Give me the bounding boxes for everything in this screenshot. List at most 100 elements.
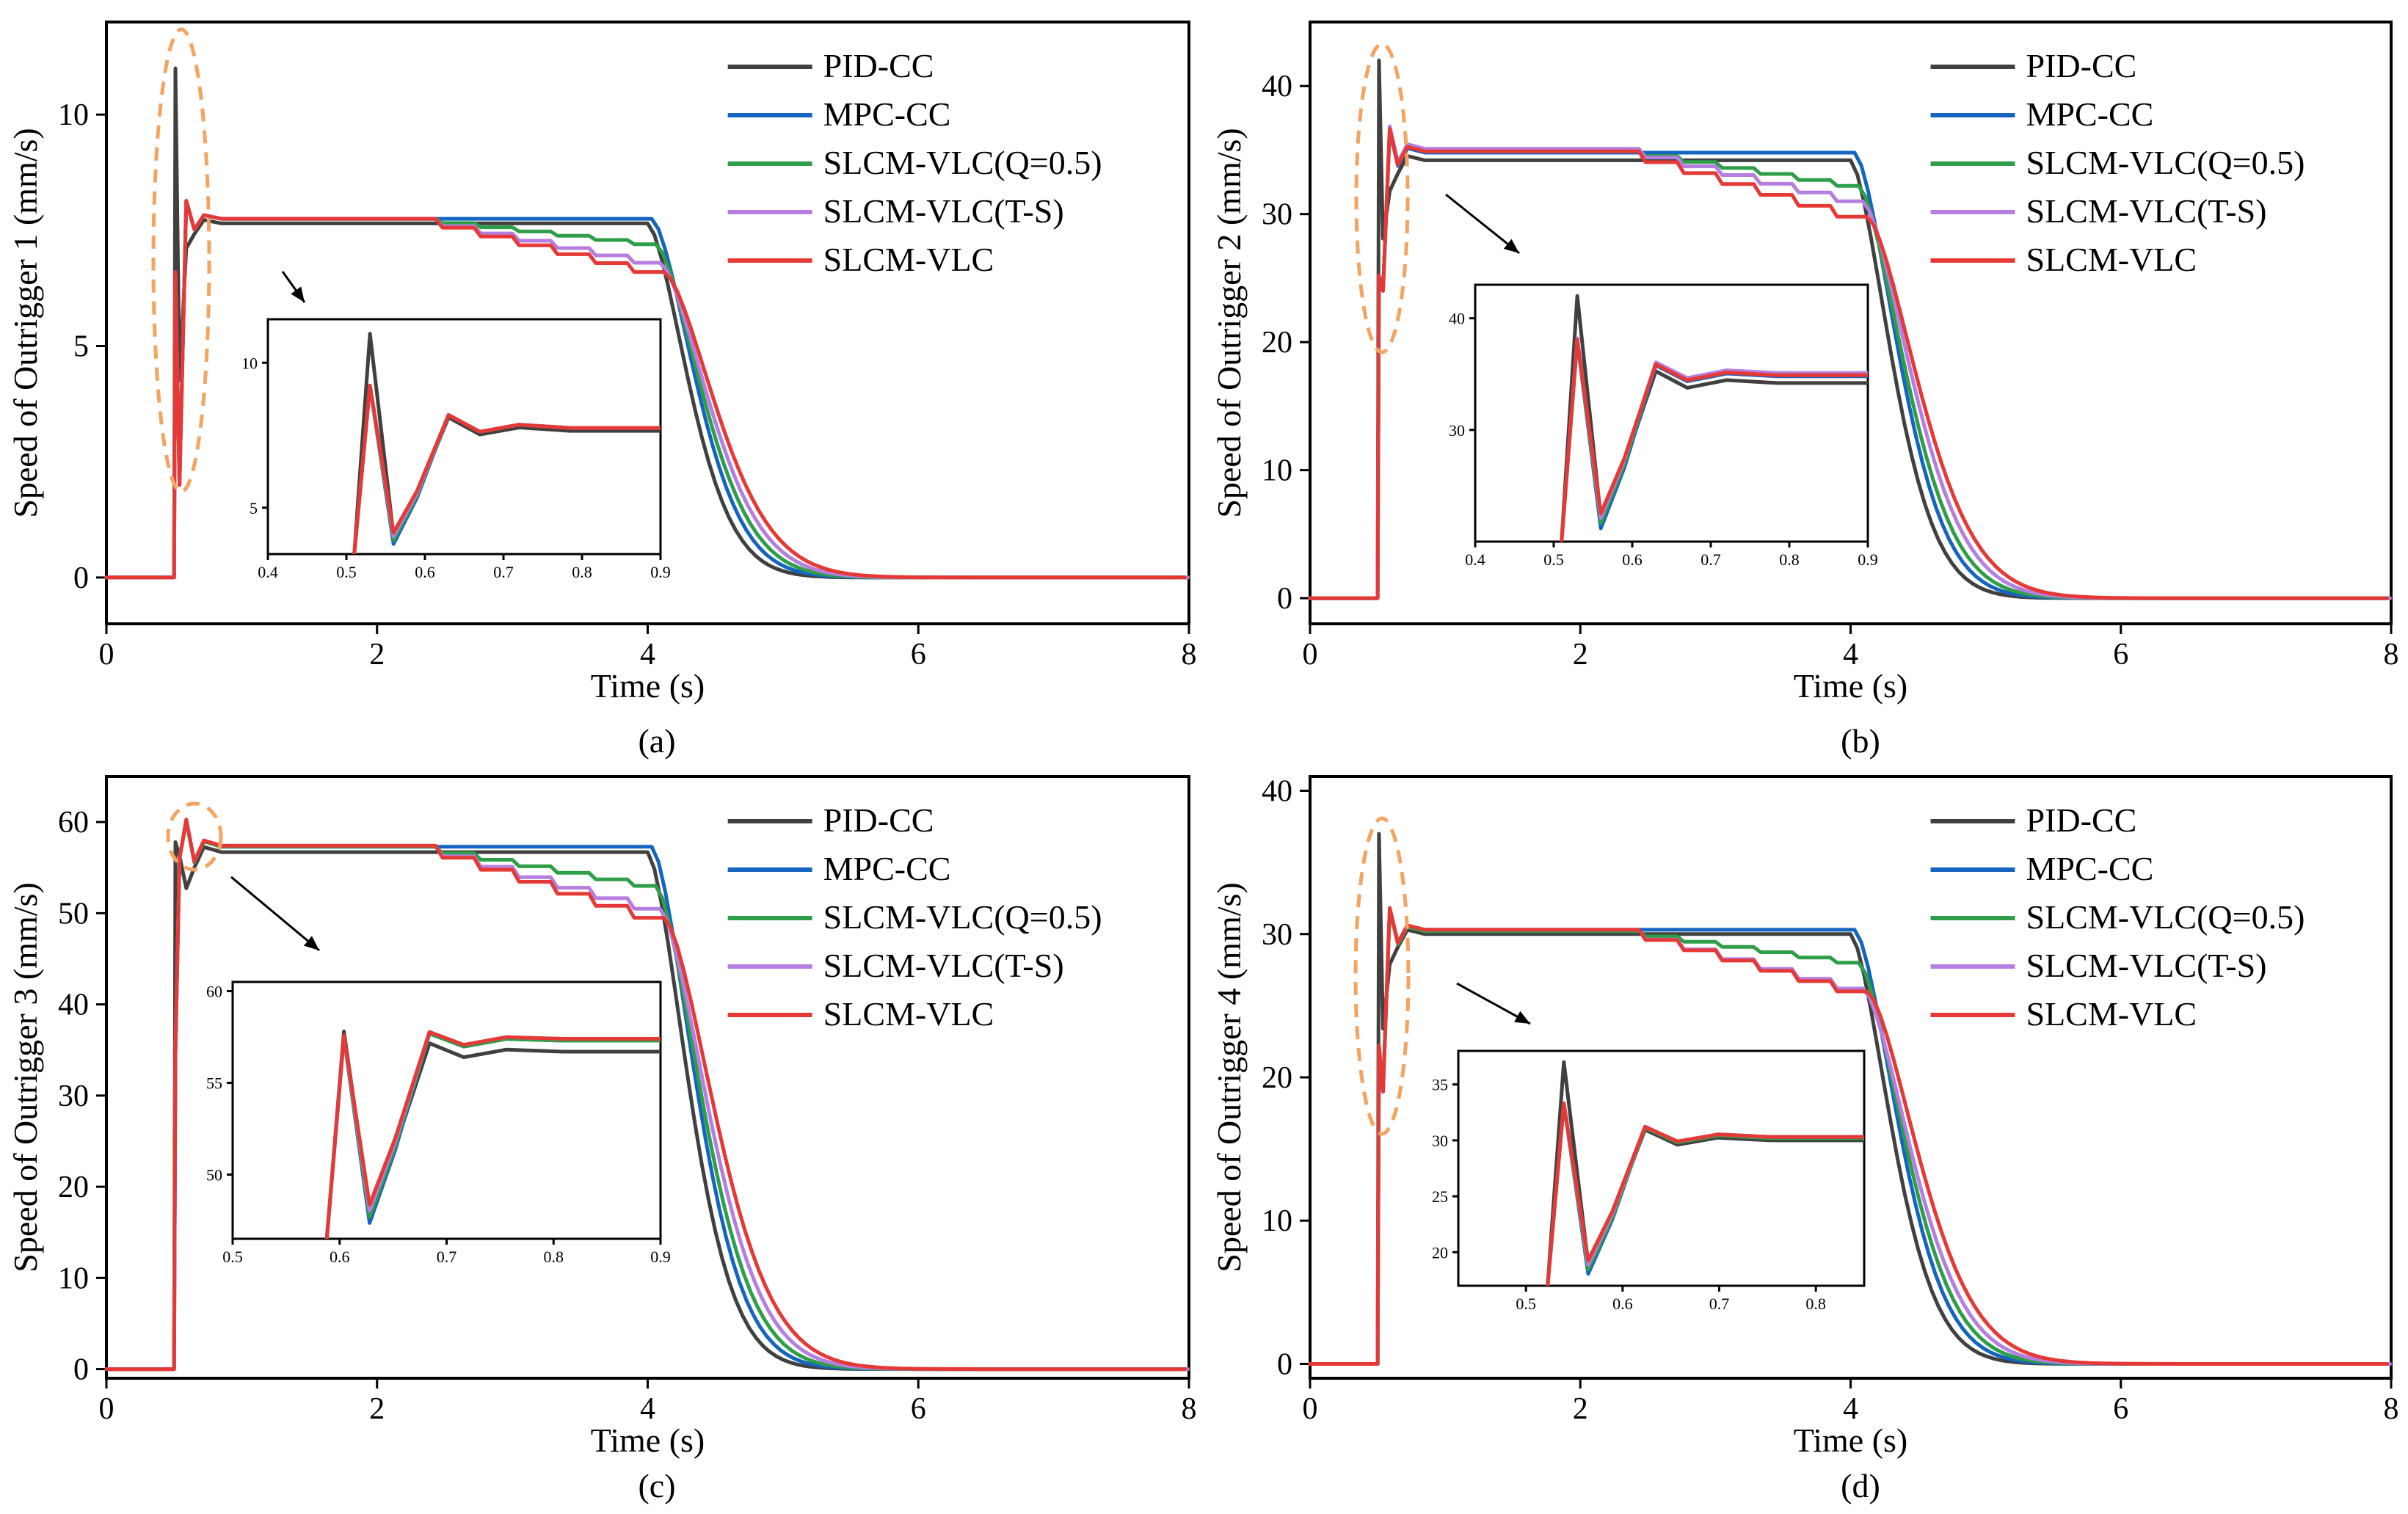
y-axis-title: Speed of Outrigger 4 (mm/s) (1210, 882, 1248, 1272)
legend-label: SLCM-VLC (2026, 995, 2197, 1033)
inset-x-tick-label: 0.6 (1622, 550, 1643, 569)
x-tick-label: 8 (2384, 638, 2399, 672)
y-tick-label: 10 (1262, 454, 1292, 488)
legend-label: SLCM-VLC(T-S) (823, 192, 1064, 230)
legend-label: MPC-CC (2026, 850, 2154, 887)
chart-panel-4: 0 2 4 6 8 0 10 20 30 40 Time (s) Speed of Outrigger… (1210, 775, 2399, 1504)
chart-panel-3: 0 2 4 6 8 0 10 20 30 40 50 60 Time (s) Speed of Outri… (7, 775, 1197, 1504)
y-tick-label: 5 (73, 330, 89, 364)
inset-series-line-slcm-vlc (352, 383, 661, 554)
inset-x-tick-label: 0.5 (1516, 1295, 1536, 1313)
y-tick-label: 10 (1262, 1204, 1292, 1238)
legend-label: PID-CC (823, 47, 934, 84)
x-axis-title: Time (s) (1794, 1422, 1908, 1459)
zoom-highlight-ellipse (1353, 816, 1411, 1136)
x-tick-label: 4 (1843, 1392, 1858, 1426)
inset-x-tick-label: 0.5 (222, 1248, 243, 1266)
zoom-arrow-head (291, 286, 305, 302)
y-tick-label: 10 (58, 98, 89, 132)
legend-label: SLCM-VLC(T-S) (2026, 192, 2267, 230)
y-tick-label: 40 (1262, 775, 1292, 809)
zoom-arrow-head (303, 936, 319, 950)
inset-x-tick-label: 0.8 (1805, 1295, 1826, 1313)
y-tick-label: 0 (73, 1353, 89, 1387)
x-tick-label: 6 (911, 1392, 926, 1426)
x-tick-label: 4 (640, 638, 655, 672)
x-tick-label: 4 (1843, 638, 1858, 672)
inset-x-tick-label: 0.5 (1543, 550, 1564, 569)
inset-y-tick-label: 30 (1449, 421, 1465, 440)
y-axis-title: Speed of Outrigger 1 (mm/s) (7, 128, 44, 517)
zoom-arrow (1445, 193, 1520, 255)
legend: PID-CC MPC-CC SLCM-VLC(Q=0.5) SLCM-VLC(T-S)… (727, 47, 1102, 278)
x-axis-title: Time (s) (591, 667, 705, 705)
inset-x-tick-label: 0.8 (572, 563, 592, 581)
x-tick-label: 8 (1182, 638, 1197, 672)
legend-label: SLCM-VLC(T-S) (2026, 947, 2267, 984)
inset-x-tick-label: 0.9 (1858, 550, 1878, 569)
x-tick-label: 2 (1573, 638, 1588, 672)
legend-label: MPC-CC (823, 850, 951, 887)
x-tick-label: 0 (1303, 638, 1318, 672)
legend-label: SLCM-VLC(Q=0.5) (823, 144, 1102, 181)
chart-panel-2: 0 2 4 6 8 0 10 20 30 40 Time (s) Speed of Outrigger… (1210, 21, 2399, 760)
x-tick-label: 6 (2113, 638, 2128, 672)
inset-panel: 0.4 0.5 0.6 0.7 0.8 0.9 5 10 (241, 318, 671, 581)
x-axis-title: Time (s) (591, 1422, 705, 1459)
inset-x-tick-label: 0.5 (336, 563, 357, 581)
panel-caption: (d) (1841, 1467, 1880, 1504)
x-tick-label: 0 (99, 1392, 114, 1426)
x-tick-label: 8 (1182, 1392, 1197, 1426)
legend-label: SLCM-VLC (823, 995, 994, 1033)
legend-label: SLCM-VLC(Q=0.5) (2026, 898, 2305, 936)
series-line-slcm-vlc (104, 818, 1187, 1372)
y-tick-label: 60 (58, 806, 89, 840)
y-tick-label: 40 (58, 989, 89, 1022)
x-axis-title: Time (s) (1794, 667, 1908, 705)
y-tick-label: 30 (1262, 198, 1292, 232)
inset-panel: 0.5 0.6 0.7 0.8 20 25 30 35 (1432, 1049, 1866, 1313)
panel-caption: (c) (638, 1467, 675, 1504)
inset-series-line-slcm-vlc (1560, 338, 1868, 542)
legend-label: SLCM-VLC(Q=0.5) (2026, 144, 2305, 181)
inset-x-tick-label: 0.7 (493, 563, 514, 581)
zoom-arrow (230, 876, 320, 952)
inset-y-tick-label: 30 (1432, 1132, 1448, 1150)
zoom-arrow-head (1503, 239, 1519, 253)
inset-series-line-slcm-vlc (324, 1030, 661, 1239)
y-axis-title: Speed of Outrigger 3 (mm/s) (7, 882, 44, 1272)
inset-x-tick-label: 0.6 (330, 1248, 350, 1266)
inset-x-tick-label: 0.6 (415, 563, 435, 581)
inset-panel: 0.4 0.5 0.6 0.7 0.8 0.9 30 40 (1449, 283, 1878, 569)
inset-y-tick-label: 20 (1432, 1243, 1448, 1262)
inset-series-line-slcm-vlc (1546, 1101, 1864, 1286)
x-tick-label: 8 (2384, 1392, 2399, 1426)
y-tick-label: 40 (1262, 70, 1292, 103)
inset-x-tick-label: 0.9 (650, 1248, 671, 1266)
zoom-highlight-ellipse (1354, 42, 1410, 354)
panel-caption: (a) (638, 722, 675, 760)
y-tick-label: 20 (1262, 326, 1292, 360)
legend-label: SLCM-VLC(T-S) (823, 947, 1064, 984)
inset-y-tick-label: 5 (250, 499, 258, 517)
x-tick-label: 0 (99, 638, 114, 672)
x-tick-label: 6 (911, 638, 926, 672)
panel-caption: (b) (1841, 722, 1880, 760)
x-tick-label: 2 (1573, 1392, 1588, 1426)
inset-x-tick-label: 0.4 (258, 563, 278, 581)
zoom-highlight-ellipse (151, 27, 211, 494)
x-tick-label: 4 (640, 1392, 655, 1426)
legend-label: PID-CC (2026, 801, 2137, 839)
y-axis-title: Speed of Outrigger 2 (mm/s) (1210, 128, 1248, 517)
zoom-arrow-head (1514, 1011, 1530, 1024)
inset-x-tick-label: 0.6 (1612, 1295, 1633, 1313)
legend-label: MPC-CC (2026, 95, 2154, 133)
x-tick-label: 0 (1303, 1392, 1318, 1426)
y-tick-label: 30 (1262, 918, 1292, 952)
inset-x-tick-label: 0.7 (437, 1248, 457, 1266)
inset-x-tick-label: 0.7 (1700, 550, 1721, 569)
legend-label: MPC-CC (823, 95, 951, 133)
y-tick-label: 10 (58, 1262, 89, 1295)
y-tick-label: 30 (58, 1080, 89, 1113)
